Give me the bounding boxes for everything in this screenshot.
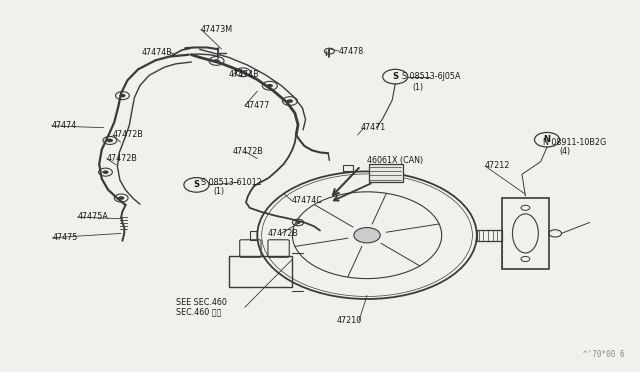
Text: 47475A: 47475A bbox=[77, 212, 108, 221]
Circle shape bbox=[287, 99, 293, 103]
Text: 47472B: 47472B bbox=[268, 229, 299, 238]
Text: S 08513-6J05A: S 08513-6J05A bbox=[401, 72, 460, 81]
Text: 46061X (CAN): 46061X (CAN) bbox=[367, 156, 423, 165]
Text: 47472B: 47472B bbox=[113, 131, 144, 140]
Text: N 08911-10B2G: N 08911-10B2G bbox=[543, 138, 607, 147]
Text: 47472B: 47472B bbox=[107, 154, 138, 163]
Circle shape bbox=[107, 139, 113, 142]
Text: 47474: 47474 bbox=[52, 121, 77, 130]
Text: 47473M: 47473M bbox=[201, 25, 233, 34]
Circle shape bbox=[118, 196, 124, 200]
Text: 47212: 47212 bbox=[484, 161, 509, 170]
Text: N: N bbox=[543, 135, 550, 144]
Circle shape bbox=[102, 170, 109, 174]
Text: S: S bbox=[193, 180, 200, 189]
Text: S: S bbox=[392, 72, 398, 81]
Circle shape bbox=[240, 70, 246, 74]
Text: 47210: 47210 bbox=[336, 317, 362, 326]
Text: 47472B: 47472B bbox=[232, 147, 263, 156]
Text: (4): (4) bbox=[559, 147, 571, 156]
Circle shape bbox=[296, 221, 301, 224]
Text: (1): (1) bbox=[413, 83, 424, 92]
Text: (1): (1) bbox=[213, 187, 225, 196]
Text: 47474B: 47474B bbox=[141, 48, 172, 57]
Text: ^'70*00 6: ^'70*00 6 bbox=[582, 350, 624, 359]
Text: 47475: 47475 bbox=[52, 233, 77, 242]
Text: S 08513-61012: S 08513-61012 bbox=[201, 178, 262, 187]
Circle shape bbox=[267, 84, 273, 87]
Circle shape bbox=[354, 228, 380, 243]
Text: SEE SEC.460: SEE SEC.460 bbox=[176, 298, 227, 307]
Text: 47471: 47471 bbox=[361, 123, 386, 132]
Text: 47478: 47478 bbox=[339, 46, 364, 55]
Text: SEC.460 参図: SEC.460 参図 bbox=[176, 307, 221, 316]
FancyBboxPatch shape bbox=[369, 164, 403, 182]
Text: 47477: 47477 bbox=[244, 101, 270, 110]
Circle shape bbox=[119, 94, 125, 97]
Text: 47474B: 47474B bbox=[229, 70, 260, 79]
Circle shape bbox=[213, 59, 220, 63]
Text: 47474C: 47474C bbox=[292, 196, 323, 205]
